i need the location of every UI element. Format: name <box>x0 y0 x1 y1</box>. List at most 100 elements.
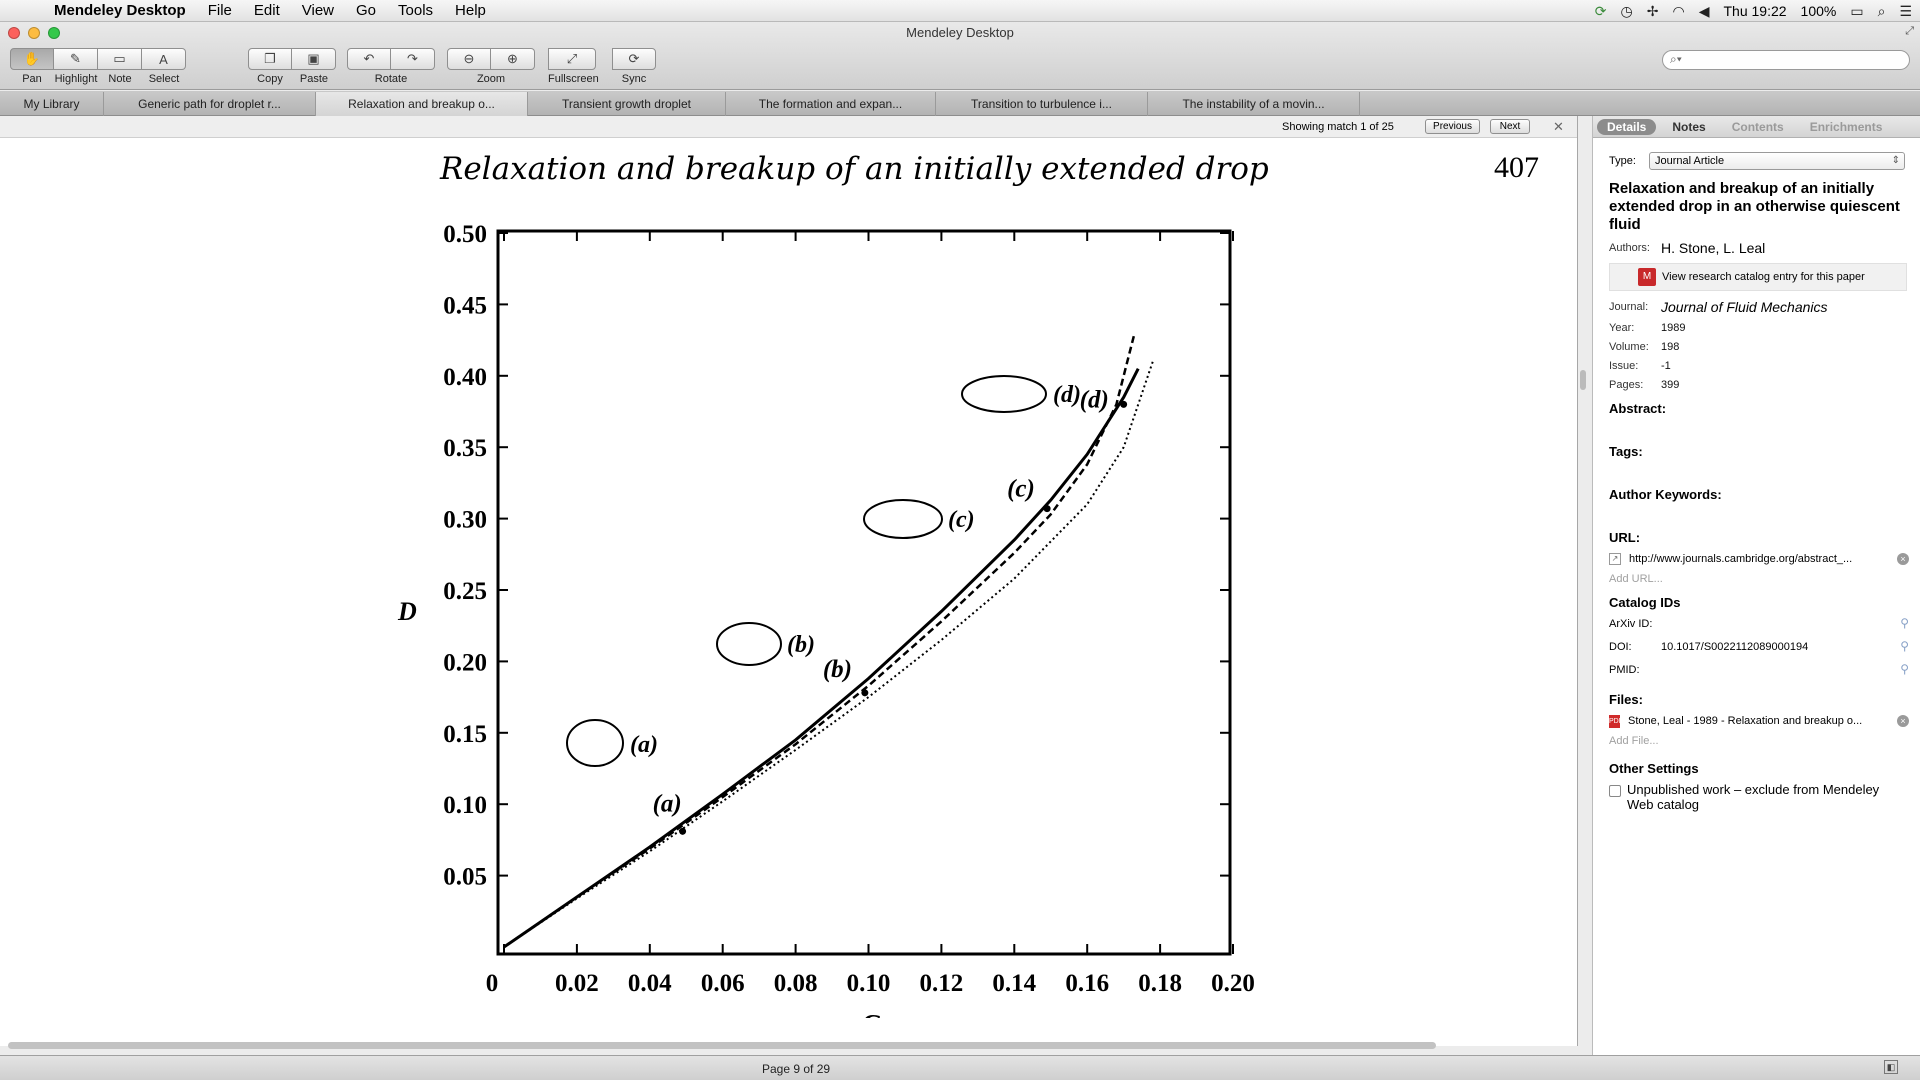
type-select[interactable]: Journal Article <box>1649 152 1905 170</box>
tab-document[interactable]: The instability of a movin... <box>1148 92 1360 116</box>
minimize-window-button[interactable] <box>28 27 40 39</box>
find-match-status: Showing match 1 of 25 <box>1282 121 1394 133</box>
time-machine-icon[interactable]: ◷ <box>1620 2 1633 19</box>
paper-title[interactable]: Relaxation and breakup of an initially e… <box>1609 180 1900 233</box>
tab-document[interactable]: Transient growth droplet <box>528 92 726 116</box>
menu-view[interactable]: View <box>301 2 334 19</box>
y-tick-label: 0.35 <box>443 435 487 462</box>
add-url-link[interactable]: Add URL... <box>1609 573 1663 585</box>
search-input[interactable] <box>1691 53 1901 68</box>
notification-center-icon[interactable]: ☰ <box>1899 2 1912 19</box>
pmid-lookup-icon[interactable]: ⚲ <box>1900 662 1909 676</box>
arxiv-lookup-icon[interactable]: ⚲ <box>1900 616 1909 630</box>
close-window-button[interactable] <box>8 27 20 39</box>
unpublished-label[interactable]: Unpublished work – exclude from Mendeley… <box>1627 782 1880 812</box>
sync-button[interactable]: ⟳ <box>612 48 656 70</box>
sync-status-icon[interactable]: ⟳ <box>1594 2 1607 19</box>
y-tick-label: 0.05 <box>443 864 487 891</box>
abstract-heading[interactable]: Abstract: <box>1609 401 1667 416</box>
drop-shape-b <box>716 622 782 666</box>
fullscreen-group: ⤢ Fullscreen <box>548 48 599 96</box>
search-box[interactable]: ⌕▾ <box>1662 50 1910 70</box>
tags-heading[interactable]: Tags: <box>1609 444 1643 459</box>
rotate-left-button[interactable]: ↶ <box>347 48 391 70</box>
attached-file[interactable]: Stone, Leal - 1989 - Relaxation and brea… <box>1628 715 1863 727</box>
battery-icon[interactable]: ▭ <box>1850 2 1864 19</box>
url-link[interactable]: http://www.journals.cambridge.org/abstra… <box>1629 553 1853 565</box>
bluetooth-icon[interactable]: ✢ <box>1646 2 1659 19</box>
fullscreen-arrows-icon[interactable]: ⤢ <box>1905 25 1914 37</box>
files-heading: Files: <box>1609 692 1643 707</box>
pages-field[interactable]: 399 <box>1661 379 1680 391</box>
pmid-row: PMID: ⚲ <box>1609 662 1909 678</box>
battery-percent[interactable]: 100% <box>1800 3 1837 19</box>
details-panel: Details Notes Contents Enrichments Type:… <box>1592 116 1920 1055</box>
authors-row: Authors: H. Stone, L. Leal <box>1609 240 1909 256</box>
journal-field[interactable]: Journal of Fluid Mechanics <box>1661 299 1828 315</box>
x-tick-label: 0.14 <box>992 970 1036 997</box>
previous-match-button[interactable]: Previous <box>1425 119 1480 134</box>
x-axis-ticks: 0 0.02 0.04 0.06 0.08 0.10 0.12 0.14 0.16 0.18 0.2… <box>486 231 1255 997</box>
research-catalog-button[interactable]: M View research catalog entry for this p… <box>1609 263 1907 291</box>
doi-field[interactable]: 10.1017/S0022112089000194 <box>1661 641 1809 653</box>
remove-file-icon[interactable]: × <box>1897 715 1909 727</box>
issue-field[interactable]: -1 <box>1661 360 1671 372</box>
select-button[interactable]: A <box>142 48 186 70</box>
close-find-icon[interactable]: ✕ <box>1553 119 1564 134</box>
tab-document[interactable]: Transition to turbulence i... <box>936 92 1148 116</box>
toggle-panel-icon[interactable]: ◧ <box>1884 1060 1898 1074</box>
rotate-left-icon: ↶ <box>363 51 375 66</box>
tab-document[interactable]: The formation and expan... <box>726 92 936 116</box>
horizontal-scroll-thumb[interactable] <box>8 1042 1436 1049</box>
spotlight-icon[interactable]: ⌕ <box>1877 2 1886 19</box>
note-button[interactable]: ▭ <box>98 48 142 70</box>
zoom-in-button[interactable]: ⊕ <box>491 48 535 70</box>
wifi-icon[interactable]: ◠ <box>1672 2 1685 19</box>
zoom-in-icon: ⊕ <box>507 51 518 66</box>
data-marker <box>861 689 869 697</box>
tab-enrichments[interactable]: Enrichments <box>1809 119 1883 134</box>
next-match-button[interactable]: Next <box>1490 119 1530 134</box>
menu-file[interactable]: File <box>207 2 232 19</box>
year-field[interactable]: 1989 <box>1661 322 1686 334</box>
volume-field[interactable]: 198 <box>1661 341 1680 353</box>
app-menu[interactable]: Mendeley Desktop <box>54 2 186 19</box>
keywords-heading[interactable]: Author Keywords: <box>1609 487 1722 502</box>
authors-field[interactable]: H. Stone, L. Leal <box>1661 240 1766 256</box>
year-label: Year: <box>1609 322 1635 334</box>
tab-contents[interactable]: Contents <box>1731 119 1784 134</box>
status-bar: Page 9 of 29 ◧ <box>0 1055 1920 1080</box>
tab-details[interactable]: Details <box>1597 118 1657 135</box>
tab-document[interactable]: Generic path for droplet r... <box>104 92 316 116</box>
vertical-scroll-thumb[interactable] <box>1580 370 1586 390</box>
y-tick-label: 0.50 <box>443 221 487 248</box>
tab-my-library[interactable]: My Library <box>0 92 104 116</box>
menu-go[interactable]: Go <box>356 2 377 19</box>
remove-url-icon[interactable]: × <box>1897 553 1909 565</box>
pan-button[interactable]: ✋ <box>10 48 54 70</box>
fullscreen-button[interactable]: ⤢ <box>548 48 596 70</box>
zoom-window-button[interactable] <box>48 27 60 39</box>
unpublished-checkbox[interactable] <box>1609 785 1621 797</box>
volume-icon[interactable]: ◀ <box>1698 2 1710 19</box>
figure-plot: 0.50 0.45 0.40 0.35 0.30 0.25 0.20 0.15 0.10 0.05… <box>397 221 1255 1018</box>
menu-help[interactable]: Help <box>455 2 486 19</box>
clock[interactable]: Thu 19:22 <box>1723 3 1787 19</box>
rotate-right-button[interactable]: ↷ <box>391 48 435 70</box>
copy-button[interactable]: ❐ <box>248 48 292 70</box>
research-catalog-label: View research catalog entry for this pap… <box>1662 271 1865 283</box>
tab-document-active[interactable]: Relaxation and breakup o... <box>316 92 528 116</box>
menu-tools[interactable]: Tools <box>398 2 434 19</box>
pdf-viewer[interactable]: Showing match 1 of 25 Previous Next ✕ Re… <box>0 116 1578 1046</box>
zoom-out-button[interactable]: ⊖ <box>447 48 491 70</box>
doi-lookup-icon[interactable]: ⚲ <box>1900 639 1909 653</box>
menu-edit[interactable]: Edit <box>253 2 280 19</box>
paste-button[interactable]: ▣ <box>292 48 336 70</box>
tab-notes[interactable]: Notes <box>1672 119 1706 134</box>
drop-shape-d <box>961 375 1047 413</box>
highlight-button[interactable]: ✎ <box>54 48 98 70</box>
type-label: Type: <box>1609 155 1636 167</box>
add-file-link[interactable]: Add File... <box>1609 735 1659 747</box>
status-menus: ⟳ ◷ ✢ ◠ ◀ Thu 19:22 100% ▭ ⌕ ☰ <box>1595 0 1912 22</box>
external-link-icon[interactable]: ↗ <box>1609 553 1621 565</box>
